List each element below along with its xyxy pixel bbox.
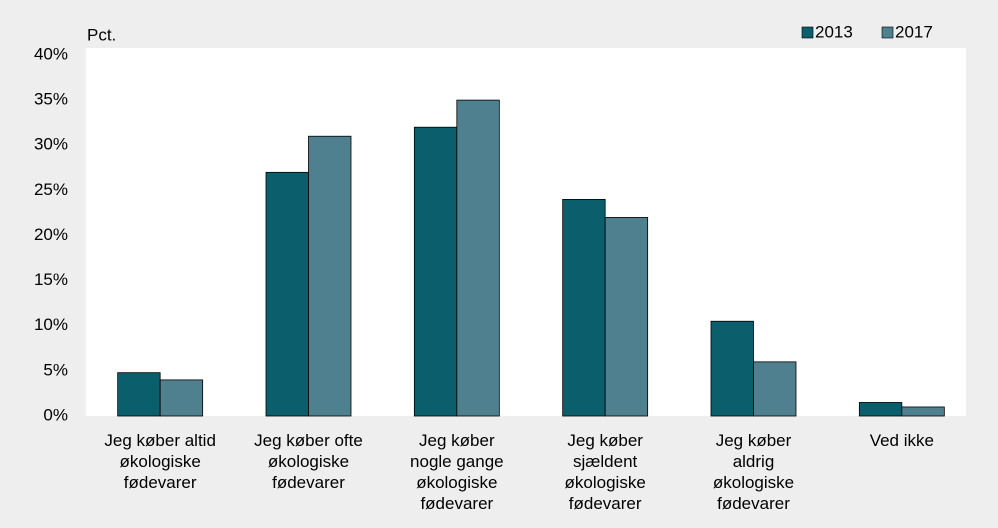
y-tick-label: 20% [34,225,68,244]
y-axis-label: Pct. [87,25,116,44]
bar [159,379,204,417]
legend-label: 2013 [815,22,853,41]
bar [265,171,309,417]
x-tick-label: Jeg køber sjældent økologiske fødevarer [564,431,646,513]
y-tick-label: 15% [34,270,68,289]
y-tick-label: 10% [34,315,68,334]
legend-swatch [881,26,894,39]
bar [710,320,754,417]
y-tick-label: 5% [43,360,68,379]
bar [753,361,797,417]
plot-area [86,48,966,416]
x-tick-label: Jeg køber ofte økologiske fødevarer [254,431,363,492]
y-tick-label: 25% [34,180,68,199]
y-tick-label: 35% [34,90,68,109]
legend-swatch [801,26,814,39]
bar [562,198,606,417]
bar [858,402,903,417]
bar [604,217,649,417]
bar [456,99,500,417]
bar [117,372,161,417]
bar [413,126,458,417]
bar [901,406,945,417]
x-tick-label: Jeg køber altid økologiske fødevarer [104,431,216,492]
x-tick-label: Jeg køber nogle gange økologiske fødevar… [410,431,504,513]
bar [308,135,352,417]
legend-label: 2017 [895,22,933,41]
y-tick-label: 30% [34,135,68,154]
x-tick-label: Ved ikke [869,431,934,450]
y-tick-label: 40% [34,44,68,63]
y-tick-label: 0% [43,405,68,424]
x-tick-label: Jeg køber aldrig økologiske fødevarer [712,431,795,513]
